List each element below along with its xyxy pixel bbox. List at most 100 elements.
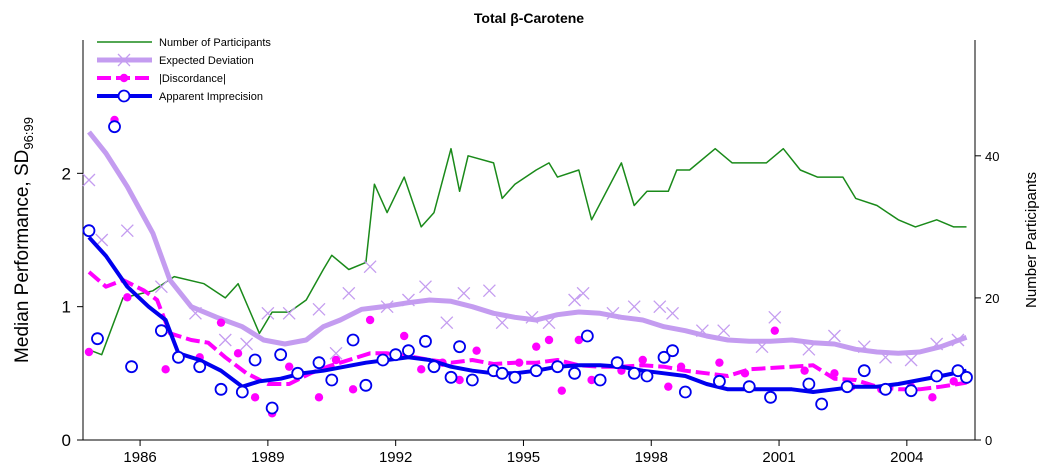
circle-marker <box>325 373 339 387</box>
circle-marker <box>108 120 121 134</box>
y-tick-label: 0 <box>62 431 71 450</box>
x-marker <box>879 350 893 364</box>
dot-marker <box>574 335 584 345</box>
series-line <box>87 235 967 394</box>
x-marker <box>755 340 769 354</box>
dot-marker <box>587 375 596 385</box>
x-marker <box>312 302 326 316</box>
circle-marker <box>840 380 854 394</box>
legend-item: |Discordance| <box>97 73 226 85</box>
circle-marker <box>376 353 390 367</box>
x-tick-label: 2004 <box>890 449 923 466</box>
x-marker <box>482 284 496 298</box>
dot-marker <box>532 342 541 351</box>
circle-marker <box>265 401 279 415</box>
x-marker <box>117 53 131 67</box>
y-tick-label: 2 <box>62 164 71 183</box>
y-axis-label-text: Median Performance, SD <box>12 150 33 363</box>
circle-marker <box>930 369 944 383</box>
dot-marker <box>664 382 673 391</box>
x-marker <box>627 300 641 314</box>
circle-marker <box>802 377 816 391</box>
circle-marker <box>815 397 829 411</box>
series-line <box>87 270 967 392</box>
x-marker <box>904 353 918 367</box>
x-marker <box>717 324 731 338</box>
circle-marker <box>879 382 892 396</box>
x-marker <box>666 306 680 320</box>
dot-marker <box>557 386 567 395</box>
circle-marker <box>235 385 249 399</box>
x-marker <box>380 300 394 314</box>
circle-marker <box>678 385 692 399</box>
dot-marker <box>161 365 170 374</box>
x-marker <box>218 333 232 347</box>
x-marker <box>542 316 556 330</box>
dot-marker <box>455 375 464 385</box>
circle-marker <box>154 324 168 338</box>
circle-marker <box>91 332 104 346</box>
circle-marker <box>610 356 624 370</box>
circle-marker <box>402 344 415 358</box>
dot-marker <box>472 346 481 355</box>
x-tick-label: 1998 <box>635 449 668 466</box>
x-marker <box>282 306 296 320</box>
x-marker <box>827 329 841 343</box>
circle-marker <box>508 370 522 384</box>
dot-marker <box>638 355 647 365</box>
dot-marker <box>676 362 686 371</box>
circle-marker <box>312 356 326 370</box>
x-marker <box>363 260 377 274</box>
y2-axis-label: Number Participants <box>1023 172 1040 308</box>
dot-marker <box>417 365 426 374</box>
circle-marker <box>580 329 594 343</box>
circle-marker <box>465 373 479 387</box>
x-marker <box>419 280 432 294</box>
circle-marker <box>444 370 458 384</box>
x-marker <box>342 286 356 300</box>
dot-marker <box>544 335 554 345</box>
circle-marker <box>904 384 918 398</box>
legend-item: Number of Participants <box>97 37 271 49</box>
dot-marker <box>233 349 243 358</box>
dot-marker <box>331 355 341 365</box>
circle-marker <box>529 364 543 378</box>
circle-marker <box>568 366 581 380</box>
circle-marker <box>125 360 138 374</box>
x-marker <box>188 306 202 320</box>
x-tick-label: 1995 <box>507 449 540 466</box>
circle-marker <box>960 370 973 384</box>
y-tick-label: 1 <box>62 298 71 317</box>
circle-marker <box>640 369 654 383</box>
dot-marker <box>365 315 375 325</box>
circle-marker <box>657 350 671 364</box>
series-line <box>88 147 967 356</box>
x-marker <box>802 342 816 356</box>
y2-tick-label: 40 <box>985 149 999 164</box>
legend-label: |Discordance| <box>159 73 226 85</box>
dot-marker <box>740 369 750 378</box>
circle-marker <box>193 360 207 374</box>
circle-marker <box>248 353 262 367</box>
dot-marker <box>348 385 358 394</box>
y-axis-label: Median Performance, SD96:99 <box>12 117 36 363</box>
legend-label: Expected Deviation <box>159 55 254 67</box>
x-marker <box>857 340 871 354</box>
x-marker <box>240 337 254 351</box>
legend-label: Number of Participants <box>159 37 271 49</box>
dot-marker <box>928 393 937 402</box>
x-marker <box>261 306 275 320</box>
x-marker <box>329 346 343 360</box>
dot-marker <box>250 393 260 402</box>
dot-marker <box>314 393 324 402</box>
y2-tick-label: 0 <box>985 433 992 448</box>
x-marker <box>401 293 415 307</box>
x-marker <box>695 324 709 338</box>
circle-marker <box>419 334 432 348</box>
circle-marker <box>389 348 403 362</box>
x-marker <box>154 280 168 294</box>
x-marker <box>82 173 96 187</box>
circle-marker <box>453 340 466 354</box>
x-marker <box>930 337 944 351</box>
